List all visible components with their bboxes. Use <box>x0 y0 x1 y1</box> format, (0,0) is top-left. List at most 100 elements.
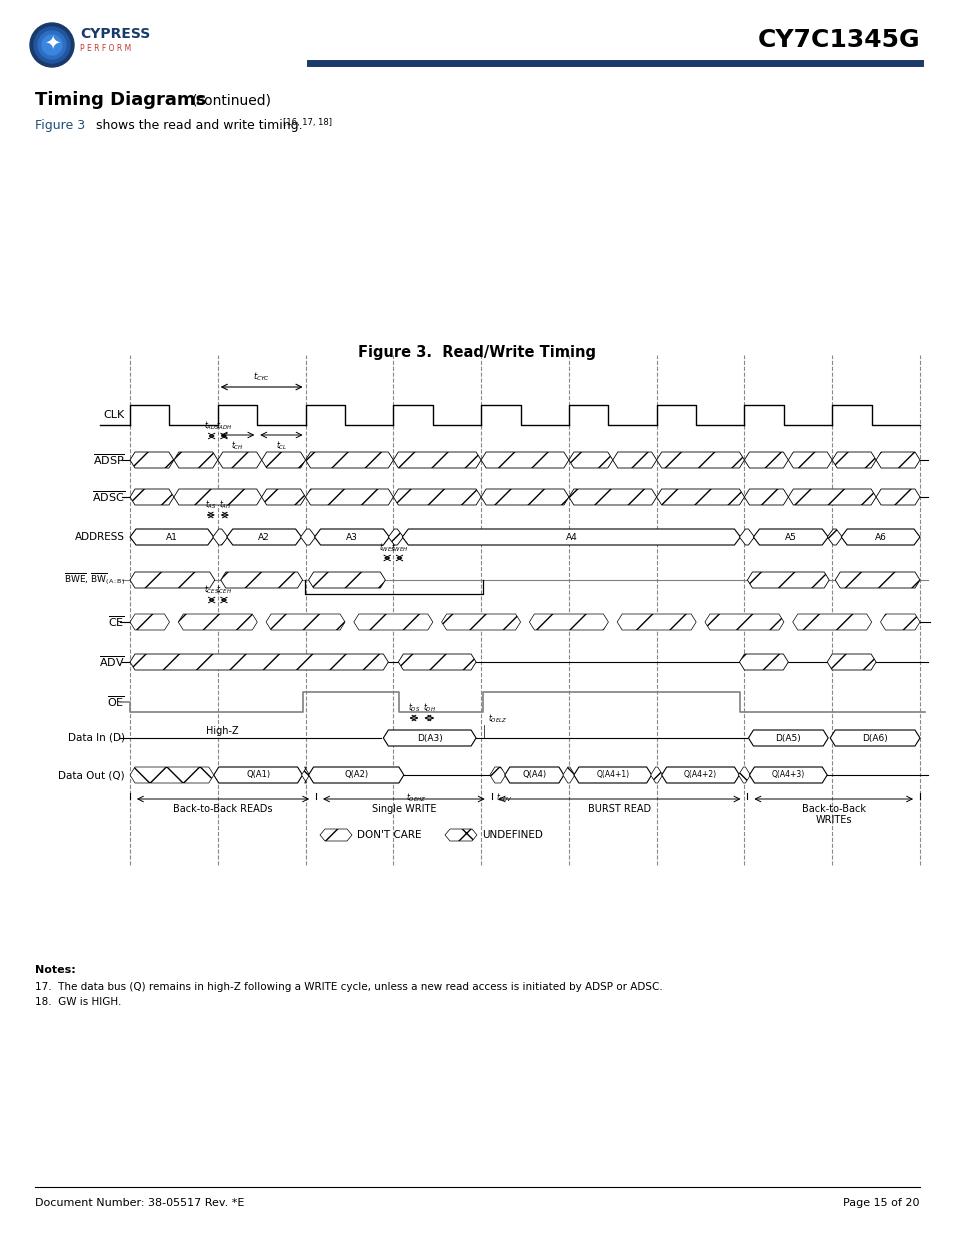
Polygon shape <box>612 452 656 468</box>
Text: ADDRESS: ADDRESS <box>75 532 125 542</box>
Text: Timing Diagrams: Timing Diagrams <box>35 91 206 109</box>
Text: A4: A4 <box>565 532 577 541</box>
Text: 18.  GW is HIGH.: 18. GW is HIGH. <box>35 997 121 1007</box>
Text: Q(A4): Q(A4) <box>521 771 546 779</box>
Text: Figure 3: Figure 3 <box>35 119 85 131</box>
Polygon shape <box>829 730 919 746</box>
Polygon shape <box>529 614 608 630</box>
Text: $t_{ADS}$: $t_{ADS}$ <box>203 420 219 432</box>
Text: $\overline{\mathrm{OE}}$: $\overline{\mathrm{OE}}$ <box>107 694 125 709</box>
Polygon shape <box>393 452 480 468</box>
Text: WRITEs: WRITEs <box>815 815 851 825</box>
Text: High-Z: High-Z <box>206 726 238 736</box>
Polygon shape <box>739 529 754 545</box>
Text: Back-to-Back READs: Back-to-Back READs <box>173 804 273 814</box>
Polygon shape <box>875 489 919 505</box>
Polygon shape <box>383 730 476 746</box>
Polygon shape <box>504 767 563 783</box>
Text: Data In (D): Data In (D) <box>68 734 125 743</box>
Text: Data Out (Q): Data Out (Q) <box>58 769 125 781</box>
Text: $t_{CEH}$: $t_{CEH}$ <box>215 583 232 597</box>
Text: A6: A6 <box>874 532 885 541</box>
Polygon shape <box>743 489 787 505</box>
Text: D(A3): D(A3) <box>416 734 442 742</box>
Polygon shape <box>704 614 783 630</box>
Text: $t_{DS}$: $t_{DS}$ <box>407 701 419 714</box>
Polygon shape <box>305 489 393 505</box>
Text: $t_{OELZ}$: $t_{OELZ}$ <box>488 713 507 725</box>
Polygon shape <box>173 489 261 505</box>
Polygon shape <box>130 452 173 468</box>
Text: $t_{CL}$: $t_{CL}$ <box>275 440 287 452</box>
Text: $t_{AS}$: $t_{AS}$ <box>205 499 216 511</box>
Text: Document Number: 38-05517 Rev. *E: Document Number: 38-05517 Rev. *E <box>35 1198 244 1208</box>
Text: Q(A4+2): Q(A4+2) <box>683 771 717 779</box>
Text: UNDEFINED: UNDEFINED <box>481 830 542 840</box>
Polygon shape <box>746 572 828 588</box>
Polygon shape <box>656 452 743 468</box>
Polygon shape <box>213 767 302 783</box>
Circle shape <box>42 35 62 56</box>
Circle shape <box>30 23 74 67</box>
Polygon shape <box>826 529 841 545</box>
Polygon shape <box>308 572 385 588</box>
Polygon shape <box>398 655 476 671</box>
Polygon shape <box>661 767 739 783</box>
Polygon shape <box>301 767 309 783</box>
Text: BURST READ: BURST READ <box>587 804 651 814</box>
Text: shows the read and write timing.: shows the read and write timing. <box>91 119 302 131</box>
Text: $\overline{\mathrm{BWE}}$, $\overline{\mathrm{BW}}_{\mathrm{(A:B)}}$: $\overline{\mathrm{BWE}}$, $\overline{\m… <box>64 572 125 588</box>
Polygon shape <box>875 452 919 468</box>
Polygon shape <box>743 452 787 468</box>
Text: [16, 17, 18]: [16, 17, 18] <box>283 117 332 126</box>
Polygon shape <box>787 489 875 505</box>
Polygon shape <box>261 452 305 468</box>
Text: CYPRESS: CYPRESS <box>80 27 150 41</box>
Text: Q(A4+1): Q(A4+1) <box>596 771 629 779</box>
Text: DON'T CARE: DON'T CARE <box>356 830 421 840</box>
Text: A5: A5 <box>784 532 796 541</box>
Polygon shape <box>266 614 345 630</box>
Text: Back-to-Back: Back-to-Back <box>801 804 864 814</box>
Polygon shape <box>562 767 575 783</box>
Text: (continued): (continued) <box>192 93 272 107</box>
Text: $t_{WES}$: $t_{WES}$ <box>378 541 395 555</box>
Polygon shape <box>617 614 696 630</box>
Polygon shape <box>444 829 476 841</box>
Text: $t_{ADH}$: $t_{ADH}$ <box>215 420 232 432</box>
Text: $t_{WEH}$: $t_{WEH}$ <box>391 541 408 555</box>
Polygon shape <box>354 614 433 630</box>
Text: Q(A1): Q(A1) <box>246 771 270 779</box>
Text: Q(A2): Q(A2) <box>344 771 368 779</box>
Polygon shape <box>178 614 257 630</box>
Polygon shape <box>261 489 305 505</box>
Text: $t_{OEHZ}$: $t_{OEHZ}$ <box>405 790 426 804</box>
Polygon shape <box>300 529 315 545</box>
Text: Notes:: Notes: <box>35 965 75 974</box>
Polygon shape <box>480 489 568 505</box>
Polygon shape <box>130 529 213 545</box>
Text: CY7C1345G: CY7C1345G <box>757 28 919 52</box>
Polygon shape <box>130 655 388 671</box>
Text: $t_{DH}$: $t_{DH}$ <box>422 701 436 714</box>
Polygon shape <box>841 529 919 545</box>
Text: D(A6): D(A6) <box>862 734 887 742</box>
Text: Page 15 of 20: Page 15 of 20 <box>842 1198 919 1208</box>
Polygon shape <box>305 452 393 468</box>
Text: Figure 3.  Read/Write Timing: Figure 3. Read/Write Timing <box>357 346 596 361</box>
Text: $t_{CES}$: $t_{CES}$ <box>204 583 219 597</box>
Text: Q(A4+3): Q(A4+3) <box>771 771 804 779</box>
Text: 17.  The data bus (Q) remains in high-Z following a WRITE cycle, unless a new re: 17. The data bus (Q) remains in high-Z f… <box>35 982 662 992</box>
Polygon shape <box>826 655 875 671</box>
Polygon shape <box>480 452 568 468</box>
Text: $\overline{\mathrm{ADSP}}$: $\overline{\mathrm{ADSP}}$ <box>93 453 125 467</box>
Text: A2: A2 <box>258 532 270 541</box>
Polygon shape <box>568 489 656 505</box>
Polygon shape <box>314 529 389 545</box>
Text: P E R F O R M: P E R F O R M <box>80 44 132 53</box>
Polygon shape <box>831 452 875 468</box>
Polygon shape <box>656 489 743 505</box>
Polygon shape <box>574 767 651 783</box>
Polygon shape <box>130 614 170 630</box>
Text: ✦: ✦ <box>44 33 60 53</box>
